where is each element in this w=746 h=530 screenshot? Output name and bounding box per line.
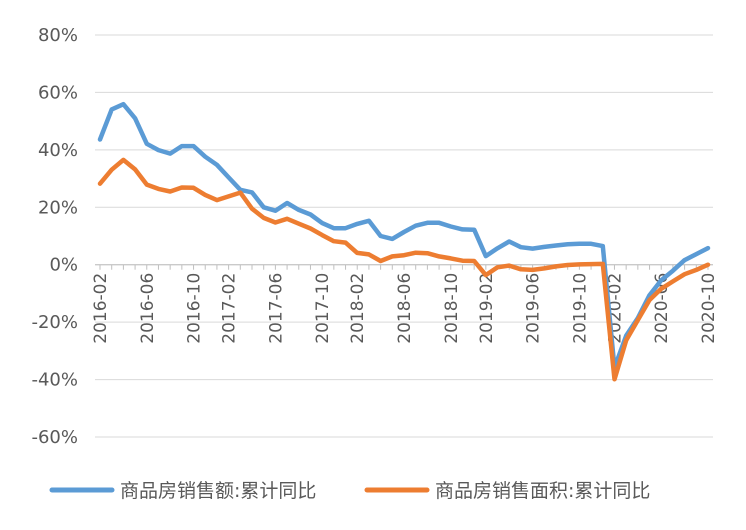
y-tick-label: 80% (38, 25, 78, 46)
x-tick-label: 2016-06 (138, 273, 158, 344)
x-tick-label: 2019-02 (477, 273, 497, 344)
y-tick-label: 0% (49, 255, 78, 276)
y-tick-label: 60% (38, 82, 78, 103)
series-line (97, 157, 711, 382)
legend-label: 商品房销售面积:累计同比 (435, 480, 650, 502)
x-tick-label: 2017-02 (220, 273, 240, 344)
x-tick-label: 2016-02 (91, 273, 111, 344)
legend: 商品房销售额:累计同比 商品房销售面积:累计同比 (49, 480, 650, 502)
x-tick-label: 2018-02 (348, 273, 368, 344)
x-tick-label: 2019-10 (570, 273, 590, 344)
series-lines (97, 101, 711, 382)
x-axis: 2016-02 2016-06 2016-10 2017-02 2017-06 2017-… (91, 264, 719, 344)
x-tick-label: 2019-06 (524, 273, 544, 344)
x-tick-label: 2016-10 (185, 273, 205, 344)
gridlines (95, 34, 713, 438)
x-tick-label: 2018-06 (395, 273, 415, 344)
x-tick-label: 2018-10 (442, 273, 462, 344)
y-tick-label: -40% (31, 370, 78, 391)
y-tick-label: 40% (38, 140, 78, 161)
x-tick-label: 2017-06 (266, 273, 286, 344)
y-axis-tick-labels: -60% -40% -20% 0% 20% 40% 60% 80% (31, 25, 78, 448)
y-tick-label: -20% (31, 312, 78, 333)
y-tick-label: 20% (38, 197, 78, 218)
y-tick-label: -60% (31, 427, 78, 448)
x-tick-label: 2020-10 (699, 273, 719, 344)
x-tick-label: 2017-10 (313, 273, 333, 344)
legend-label: 商品房销售额:累计同比 (120, 480, 316, 502)
